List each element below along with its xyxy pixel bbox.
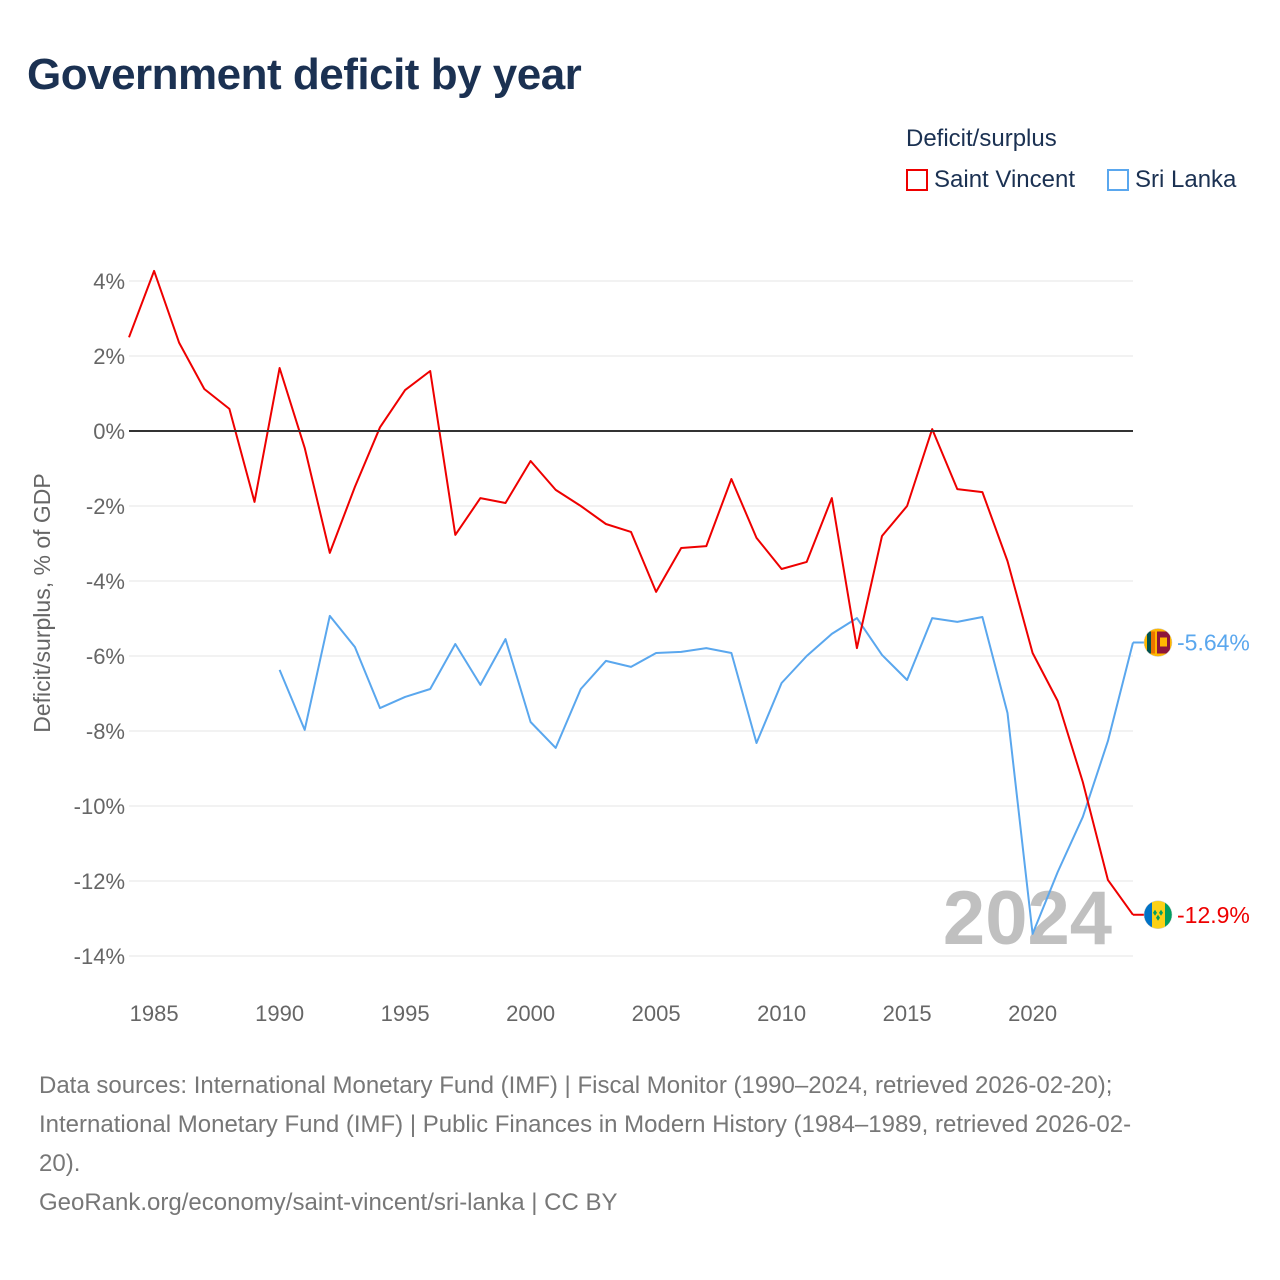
flag-stripe: [1151, 631, 1155, 654]
x-tick-label: 2000: [506, 1001, 555, 1026]
end-value-label: -12.9%: [1177, 902, 1250, 928]
legend-swatch-sri-lanka: [1107, 169, 1129, 191]
source-line: Data sources: International Monetary Fun…: [39, 1072, 1113, 1099]
flag-diamonds: [1153, 909, 1163, 921]
source-line: 20).: [39, 1150, 81, 1177]
y-tick-label: 4%: [93, 269, 125, 294]
y-tick-label: -10%: [74, 794, 125, 819]
flag-body: [1144, 900, 1172, 929]
y-axis-label: Deficit/surplus, % of GDP: [29, 473, 55, 732]
y-tick-label: -6%: [86, 644, 125, 669]
series-line-sri-lanka: [278, 614, 1134, 935]
flag-stripe: [1165, 900, 1172, 929]
x-tick-label: 2010: [757, 1001, 806, 1026]
line-chart: 4% 2% 0% -2% -4% -6% -8% -10% -12% -14% 1985 1990 19…: [29, 269, 1250, 1026]
source-note: Data sources: International Monetary Fun…: [39, 1066, 1239, 1222]
x-tick-label: 1985: [130, 1001, 179, 1026]
legend-title: Deficit/surplus: [906, 125, 1057, 152]
chart-title: Government deficit by year: [27, 50, 582, 99]
flag-outline: [1143, 628, 1173, 657]
legend-item-saint-vincent[interactable]: Saint Vincent: [906, 166, 1075, 194]
y-tick-label: -12%: [74, 869, 125, 894]
legend-label: Saint Vincent: [934, 166, 1075, 193]
x-tick-label: 1990: [255, 1001, 304, 1026]
legend-item-sri-lanka[interactable]: Sri Lanka: [1107, 166, 1236, 194]
y-tick-label: -8%: [86, 719, 125, 744]
y-tick-label: -14%: [74, 944, 125, 969]
legend-swatch-saint-vincent: [906, 169, 928, 191]
flag-stripe: [1147, 631, 1151, 654]
y-tick-label: 0%: [93, 419, 125, 444]
y-tick-label: 2%: [93, 344, 125, 369]
flag-stripe: [1152, 900, 1165, 929]
source-link[interactable]: GeoRank.org/economy/saint-vincent/sri-la…: [39, 1189, 618, 1216]
x-tick-label: 2005: [632, 1001, 681, 1026]
y-tick-label: -4%: [86, 569, 125, 594]
x-tick-label: 1995: [381, 1001, 430, 1026]
x-tick-label: 2015: [883, 1001, 932, 1026]
sri-lanka-flag-icon: [1143, 628, 1173, 657]
flag-lion: [1160, 637, 1167, 647]
flag-outline: [1143, 900, 1173, 929]
saint-vincent-flag-icon: [1143, 900, 1173, 929]
end-value-label: -5.64%: [1177, 630, 1250, 656]
legend-label: Sri Lanka: [1135, 166, 1237, 193]
flag-stripe: [1144, 900, 1152, 929]
source-line: International Monetary Fund (IMF) | Publ…: [39, 1111, 1132, 1138]
y-tick-label: -2%: [86, 494, 125, 519]
series-line-saint-vincent: [128, 269, 1134, 916]
flag-body: [1144, 628, 1172, 657]
x-tick-label: 2020: [1008, 1001, 1057, 1026]
